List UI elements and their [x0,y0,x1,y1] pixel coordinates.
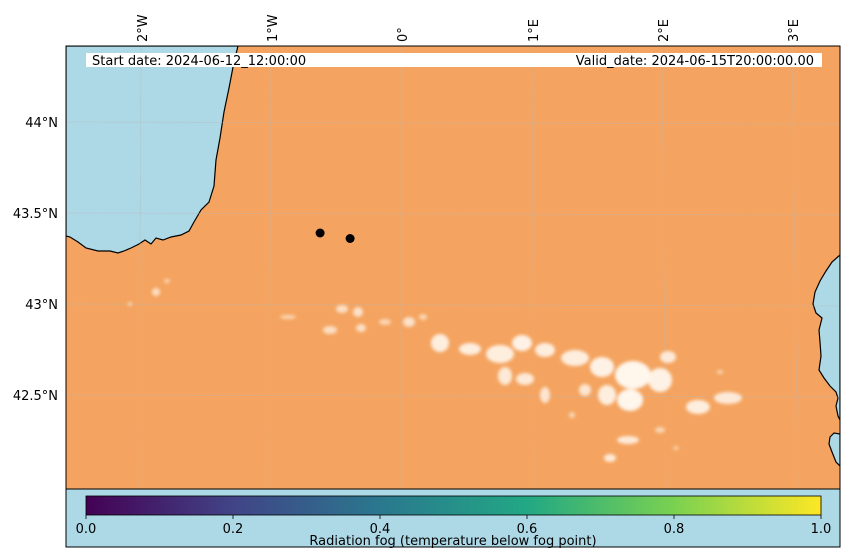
start-date-text: Start date: 2024-06-12_12:00:00 [92,54,306,69]
longitude-tick-labels: 2°W 1°W 0° 1°E 2°E 3°E [136,14,802,42]
colorbar-gradient [85,495,822,516]
mediterranean-sea [812,254,840,421]
colorbar-tick-label: 0.2 [223,522,244,537]
latitude-tick-labels: 44°N 43.5°N 43°N 42.5°N [13,116,58,404]
location-markers [315,228,355,243]
colorbar-tick-label: 1.0 [811,522,832,537]
graticule [66,46,840,489]
map-panel [66,46,840,489]
lon-tick-label: 3°E [787,19,802,42]
lat-tick-label: 44°N [25,116,58,131]
date-banner [86,53,822,67]
lon-tick-label: 0° [396,27,411,42]
bay-of-biscay-sea [66,46,239,254]
colorbar-tick-label: 0.0 [76,522,97,537]
colorbar-tick-label: 0.6 [517,522,538,537]
mediterranean-sea-corner [828,432,840,467]
colorbar-panel: 0.0 0.2 0.4 0.6 0.8 1.0 Radiation fog (t… [65,488,841,549]
colorbar-tick-label: 0.4 [370,522,391,537]
colorbar-ticks [85,515,822,519]
lat-tick-label: 43°N [25,298,58,313]
lat-tick-label: 43.5°N [13,207,58,222]
lat-tick-label: 42.5°N [13,389,58,404]
lon-tick-label: 2°E [657,19,672,42]
location-marker [345,234,355,243]
lon-tick-label: 1°W [266,14,281,42]
fog-patches [128,279,742,462]
lon-tick-label: 2°W [136,14,151,42]
lon-tick-label: 1°E [527,19,542,42]
valid-date-text: Valid_date: 2024-06-15T20:00:00.00 [576,54,814,69]
colorbar-title: Radiation fog (temperature below fog poi… [309,534,596,549]
location-marker [315,228,325,238]
colorbar-tick-label: 0.8 [664,522,685,537]
